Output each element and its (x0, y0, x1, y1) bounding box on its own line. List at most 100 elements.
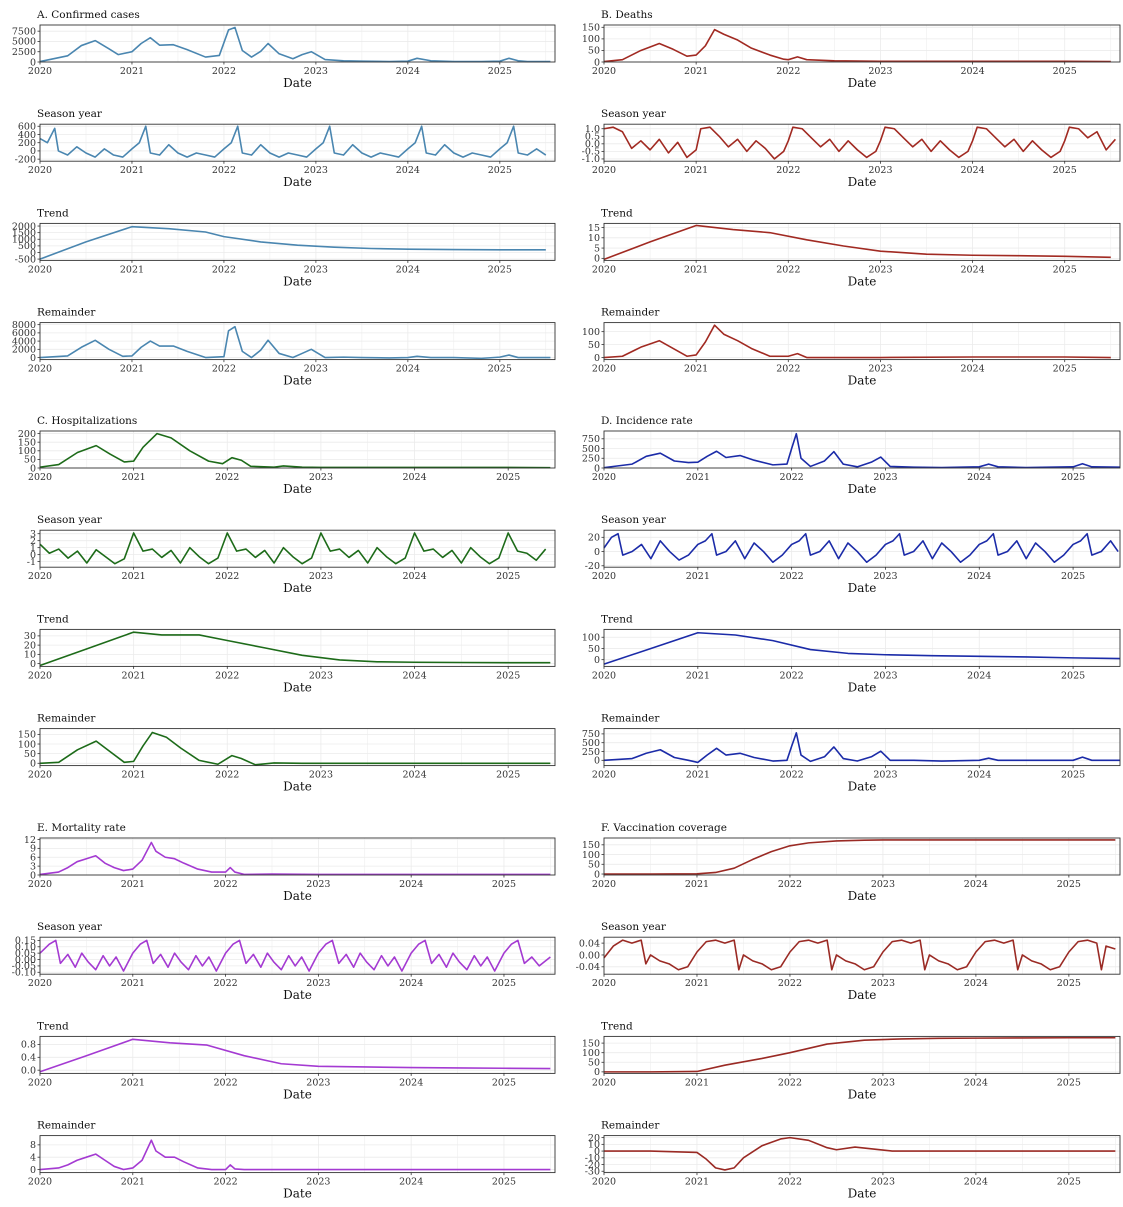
x-axis-label: Date (848, 889, 877, 903)
x-tick-label: 2020 (28, 264, 52, 275)
y-tick-label: 0.04 (579, 938, 600, 949)
y-tick-label: 500 (18, 241, 36, 252)
y-tick-label: 0 (594, 869, 600, 880)
y-tick-label: 250 (582, 454, 600, 465)
x-tick-label: 2024 (402, 770, 426, 781)
y-tick-label: 50 (588, 644, 600, 655)
x-tick-label: 2020 (592, 364, 616, 375)
y-tick-label: 150 (582, 840, 600, 851)
y-tick-label: 50 (24, 749, 36, 760)
x-tick-label: 2024 (960, 165, 984, 176)
plot-frame (603, 1135, 1121, 1174)
x-tick-label: 2022 (212, 66, 236, 77)
x-tick-label: 2022 (778, 978, 802, 989)
y-tick-label: 0.8 (21, 1040, 36, 1051)
x-tick-label: 2024 (960, 264, 984, 275)
panel-title: Remainder (601, 713, 660, 725)
panel-title: E. Mortality rate (37, 822, 126, 834)
x-tick-label: 2021 (685, 1177, 709, 1188)
x-tick-label: 2023 (309, 670, 333, 681)
y-tick-label: 5 (594, 243, 600, 254)
y-tick-label: 0.00 (579, 950, 600, 961)
x-tick-label: 2022 (213, 1177, 237, 1188)
x-tick-label: 2025 (1057, 879, 1081, 890)
x-tick-label: 2020 (28, 165, 52, 176)
x-tick-label: 2023 (304, 165, 328, 176)
y-tick-label: 20 (588, 1133, 600, 1144)
x-tick-label: 2021 (685, 1077, 709, 1088)
y-tick-label: 200 (18, 429, 36, 440)
y-tick-label: 100 (582, 850, 600, 861)
series-line (39, 631, 551, 667)
panel-title: Remainder (601, 307, 660, 319)
panel-title: Season year (601, 514, 667, 526)
series-line (39, 1139, 551, 1171)
x-tick-label: 2024 (960, 66, 984, 77)
y-tick-label: 600 (18, 122, 36, 133)
x-tick-label: 2021 (122, 670, 146, 681)
plot-frame (39, 1135, 556, 1174)
x-tick-label: 2025 (496, 571, 520, 582)
panel-E-4: Remainder 0 48 2020 2021 2022 2023 2024 2025 Date (28, 1120, 556, 1201)
x-tick-label: 2022 (778, 879, 802, 890)
plot-frame (603, 837, 1121, 876)
y-tick-label: 50 (588, 1058, 600, 1069)
plot-frame (603, 322, 1121, 361)
x-tick-label: 2025 (1053, 66, 1077, 77)
y-tick-label: 9 (30, 844, 36, 855)
x-tick-label: 2021 (120, 264, 144, 275)
y-tick-label: 20 (588, 533, 600, 544)
x-axis-label: Date (283, 1187, 312, 1201)
x-tick-label: 2025 (496, 472, 520, 483)
y-tick-label: 150 (582, 23, 600, 34)
series-line (39, 731, 551, 766)
y-tick-label: 0 (30, 1165, 36, 1176)
x-tick-label: 2025 (1061, 670, 1085, 681)
x-tick-label: 2022 (776, 364, 800, 375)
x-tick-label: 2021 (122, 571, 146, 582)
panel-title: D. Incidence rate (601, 415, 693, 427)
x-tick-label: 2021 (686, 571, 710, 582)
y-tick-label: 100 (582, 34, 600, 45)
x-tick-label: 2020 (592, 879, 616, 890)
y-tick-label: 2000 (12, 345, 36, 356)
y-tick-label: -500 (15, 254, 36, 265)
y-tick-label: 10 (588, 1140, 600, 1151)
x-axis-label: Date (848, 780, 877, 794)
panel-title: Season year (601, 108, 667, 120)
y-tick-label: -30 (585, 1167, 600, 1178)
panel-B-4: Remainder 0 50 100 2020 2021 2022 2023 2024 2025 D… (582, 307, 1121, 388)
y-tick-label: 0 (594, 1146, 600, 1157)
y-tick-label: 0 (30, 659, 36, 670)
x-tick-label: 2024 (402, 670, 426, 681)
y-tick-label: -0.10 (12, 968, 36, 979)
panel-E-2: Season year -0.10-0.050.000.050.100.15 202… (12, 921, 556, 1002)
x-tick-label: 2024 (967, 472, 991, 483)
plot-frame (603, 24, 1121, 63)
y-tick-label: 50 (588, 860, 600, 871)
x-tick-label: 2022 (215, 670, 239, 681)
series-line (603, 324, 1111, 359)
y-tick-label: 2000 (12, 221, 36, 232)
plot-background (40, 223, 555, 261)
panel-E-3: Trend 0.00.4 0.8 2020 2021 2022 2023 2024 2025 Da… (21, 1020, 556, 1101)
x-tick-label: 2024 (964, 1077, 988, 1088)
x-tick-label: 2021 (686, 670, 710, 681)
x-tick-label: 2024 (402, 472, 426, 483)
x-axis-label: Date (848, 1087, 877, 1101)
x-tick-label: 2023 (868, 264, 892, 275)
plot-frame (39, 1035, 556, 1074)
x-tick-label: 2021 (120, 66, 144, 77)
x-tick-label: 2023 (868, 364, 892, 375)
x-tick-label: 2023 (873, 670, 897, 681)
panel-title: Trend (601, 1020, 633, 1032)
y-tick-label: 5000 (12, 37, 36, 48)
x-tick-label: 2020 (592, 66, 616, 77)
y-tick-label: 7500 (12, 26, 36, 37)
y-tick-label: 0 (30, 248, 36, 259)
